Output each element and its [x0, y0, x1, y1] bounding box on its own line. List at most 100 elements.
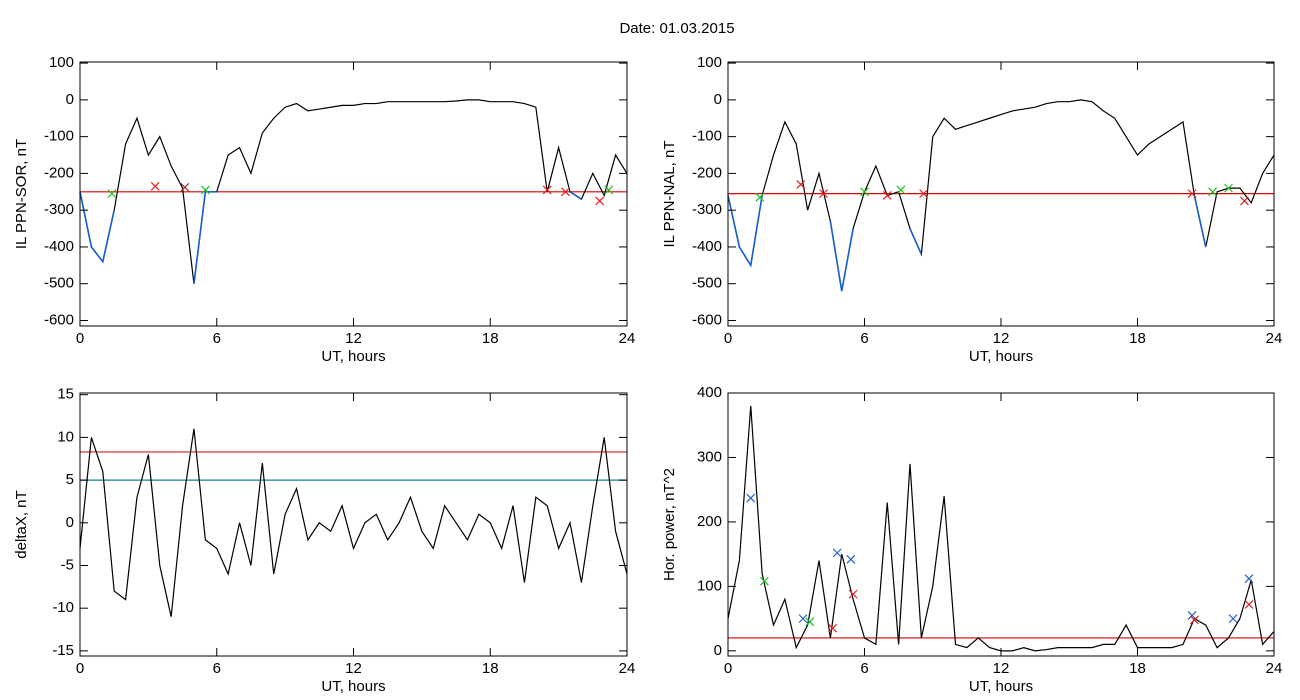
- y-tick-label: 100: [697, 577, 722, 594]
- x-tick-label: 12: [345, 660, 362, 677]
- cross-marker: [604, 185, 614, 195]
- x-tick-label: 18: [482, 330, 499, 347]
- cross-marker: [1187, 610, 1197, 620]
- cross-marker: [1189, 615, 1199, 625]
- cross-marker: [896, 185, 906, 195]
- cross-marker: [1244, 600, 1254, 609]
- data-line: [727, 405, 1275, 652]
- x-tick-label: 18: [482, 660, 499, 677]
- cross-marker: [860, 187, 869, 197]
- x-tick-label: 0: [724, 330, 732, 347]
- y-tick-label: 300: [697, 448, 722, 465]
- y-tick-label: 0: [66, 91, 74, 108]
- cross-marker: [561, 187, 570, 197]
- cross-marker: [1240, 196, 1249, 206]
- y-tick-label: -600: [44, 311, 74, 328]
- x-tick-label: 6: [213, 330, 221, 347]
- x-tick-label: 0: [724, 660, 732, 677]
- cross-marker: [828, 623, 838, 633]
- cross-marker: [595, 196, 605, 206]
- y-axis-label: IL PPN-SOR, nT: [13, 139, 30, 249]
- y-tick-label: 400: [697, 384, 722, 401]
- x-axis-label: UT, hours: [969, 348, 1033, 365]
- cross-marker: [848, 589, 858, 599]
- highlight-line: [569, 191, 582, 200]
- cross-marker: [180, 182, 190, 192]
- highlight-line: [727, 195, 763, 268]
- y-tick-label: -500: [692, 275, 722, 292]
- y-tick-label: -100: [44, 128, 74, 145]
- x-tick-label: 6: [860, 660, 868, 677]
- y-tick-label: 5: [66, 471, 74, 488]
- plot-frame: [79, 392, 628, 657]
- y-tick-label: -500: [44, 275, 74, 292]
- y-tick-label: -400: [692, 238, 722, 255]
- cross-marker: [796, 180, 806, 189]
- x-tick-label: 18: [1129, 660, 1146, 677]
- x-tick-label: 6: [860, 330, 868, 347]
- y-tick-label: 100: [49, 54, 74, 71]
- data-line: [79, 428, 628, 617]
- cross-marker: [919, 189, 929, 199]
- x-tick-label: 24: [619, 660, 636, 677]
- x-tick-label: 24: [1266, 330, 1283, 347]
- cross-marker: [819, 189, 828, 199]
- x-tick-label: 24: [619, 330, 636, 347]
- plot-frame: [79, 61, 628, 327]
- cross-marker: [1187, 189, 1197, 199]
- y-tick-label: -300: [692, 201, 722, 218]
- y-tick-label: -15: [52, 642, 74, 659]
- y-tick-label: -10: [52, 599, 74, 616]
- y-tick-label: 0: [714, 642, 722, 659]
- cross-marker: [746, 493, 756, 503]
- x-axis-label: UT, hours: [969, 678, 1033, 695]
- y-tick-label: -200: [692, 164, 722, 181]
- x-tick-label: 0: [76, 330, 84, 347]
- y-tick-label: 100: [697, 54, 722, 71]
- cross-marker: [542, 185, 552, 195]
- highlight-line: [193, 190, 217, 284]
- x-tick-label: 6: [213, 660, 221, 677]
- x-tick-label: 18: [1129, 330, 1146, 347]
- cross-marker: [150, 181, 160, 191]
- cross-marker: [755, 192, 765, 202]
- highlight-line: [79, 191, 115, 264]
- cross-marker: [759, 576, 769, 586]
- cross-marker: [1244, 574, 1254, 584]
- cross-marker: [882, 191, 892, 200]
- highlight-line: [909, 228, 923, 255]
- y-tick-label: -400: [44, 238, 74, 255]
- cross-marker: [107, 189, 117, 199]
- cross-marker: [1224, 183, 1233, 193]
- x-tick-label: 24: [1266, 660, 1283, 677]
- data-line: [79, 99, 628, 284]
- x-tick-label: 12: [993, 330, 1010, 347]
- plot-frame: [727, 392, 1275, 657]
- cross-marker: [805, 617, 815, 627]
- cross-marker: [798, 614, 808, 624]
- y-tick-label: -600: [692, 311, 722, 328]
- y-axis-label: deltaX, nT: [13, 490, 30, 558]
- x-axis-label: UT, hours: [321, 348, 385, 365]
- y-tick-label: 200: [697, 513, 722, 530]
- highlight-line: [1193, 195, 1207, 248]
- highlight-line: [829, 221, 854, 292]
- cross-marker: [200, 185, 210, 195]
- y-tick-label: 0: [66, 514, 74, 531]
- y-axis-label: IL PPN-NAL, nT: [661, 141, 678, 248]
- x-tick-label: 0: [76, 660, 84, 677]
- y-tick-label: 15: [57, 386, 74, 403]
- x-axis-label: UT, hours: [321, 678, 385, 695]
- x-tick-label: 12: [345, 330, 362, 347]
- y-tick-label: 10: [57, 428, 74, 445]
- y-tick-label: -100: [692, 128, 722, 145]
- y-tick-label: -5: [61, 556, 74, 573]
- y-tick-label: -200: [44, 164, 74, 181]
- y-tick-label: 0: [714, 91, 722, 108]
- y-axis-label: Hor. power, nT^2: [661, 468, 678, 581]
- y-tick-label: -300: [44, 201, 74, 218]
- cross-marker: [1228, 614, 1238, 624]
- cross-marker: [1208, 187, 1217, 197]
- cross-marker: [832, 548, 842, 558]
